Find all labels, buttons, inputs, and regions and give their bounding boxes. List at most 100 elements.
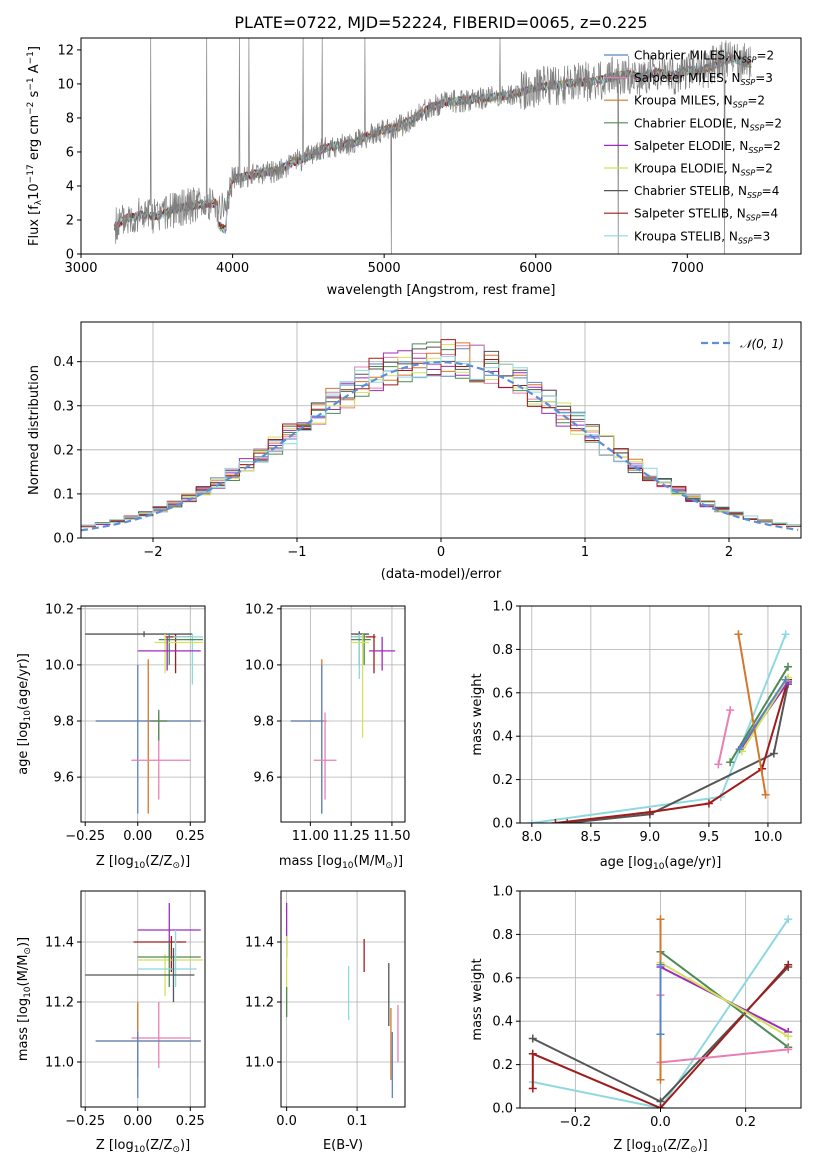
weight-marker (726, 758, 735, 767)
legend-suffix: =2 (747, 94, 765, 108)
legend-text: Kroupa STELIB, N (634, 229, 738, 243)
x-axis-label: wavelength [Angstrom, rest frame] (327, 283, 556, 298)
y-tick-label: 10 (57, 77, 74, 92)
y-tick-label: 11.4 (45, 936, 74, 951)
errorbars (285, 903, 399, 1098)
weight-marker (528, 1049, 537, 1058)
panel-spectrum: 3000 4000 5000 6000 7000 0 2 4 6 8 10 12 PLATE=0722,… (26, 13, 802, 298)
axes-frame (80, 605, 206, 823)
x-tick-label: 0.00 (123, 829, 152, 844)
axis-label-part: mass [log (16, 998, 31, 1061)
y-tick-label: 0.4 (492, 730, 513, 745)
y-tick-label: 11.2 (45, 996, 74, 1011)
weight-marker (784, 960, 793, 969)
y-tick-label: 8 (66, 111, 74, 126)
axis-label-part: Z [log (96, 1138, 134, 1153)
legend-entry: Kroupa ELODIE, NSSP=2 (634, 162, 773, 178)
legend-suffix: =3 (753, 229, 771, 243)
y-tick-label: 4 (66, 179, 74, 194)
weight-marker (528, 1084, 537, 1093)
axis-label-part: Z [log (96, 854, 134, 869)
y-tick-label: 1.0 (492, 885, 513, 900)
weight-marker (656, 1104, 665, 1108)
x-tick-label: 0.0 (276, 1114, 297, 1129)
y-tick-label: 2 (66, 213, 74, 228)
y-axis-label: Normed distribution (27, 365, 42, 495)
weight-marker (656, 915, 665, 924)
weight-lines (528, 915, 793, 1108)
weight-line-kroupa_stelib (531, 633, 787, 823)
axis-label-part: ⊙ (385, 861, 393, 871)
y-tick-label: 0.3 (53, 399, 74, 414)
y-tick-label: 0.0 (492, 817, 513, 832)
legend-suffix: =3 (755, 71, 773, 85)
x-tick-label: 0.25 (176, 1114, 205, 1129)
y-tick-label: 12 (57, 43, 74, 58)
weight-marker (781, 675, 790, 684)
weight-marker (656, 960, 665, 969)
legend-entry: Kroupa MILES, NSSP=2 (634, 94, 765, 110)
y-tick-label: 9.6 (253, 771, 274, 786)
y-axis-label-part: −1 (26, 51, 36, 64)
legend-text: Kroupa MILES, N (634, 94, 733, 108)
x-tick-label: 9.5 (699, 830, 720, 845)
x-tick-label: 8.0 (521, 830, 542, 845)
x-tick-label: 0.25 (176, 829, 205, 844)
panel-residuals: −2 −1 0 1 2 0.0 0.1 0.2 0.3 0.4 𝒩(0, 1) (data-model… (27, 321, 802, 582)
y-axis-label: mass weight (470, 958, 485, 1040)
axis-label-part: )] (16, 937, 31, 947)
weight-marker (735, 745, 744, 754)
panel-age-vs-mass: 11.00 11.25 11.50 9.6 9.8 10.0 10.2 mass [log10… (245, 602, 411, 871)
weight-line-chabrier_miles (738, 679, 787, 750)
x-tick-label: −1 (287, 545, 306, 560)
y-tick-label: 10.2 (45, 602, 74, 617)
weight-marker (656, 1075, 665, 1084)
y-tick-label: 9.8 (53, 715, 74, 730)
x-tick-label: −0.2 (560, 1115, 592, 1130)
weight-line-salpeter_miles (659, 995, 789, 1064)
weight-marker (784, 915, 793, 924)
x-tick-label: 6000 (519, 261, 552, 276)
y-tick-label: 9.6 (53, 771, 74, 786)
chart-title: PLATE=0722, MJD=52224, FIBERID=0065, z=0… (234, 13, 647, 32)
weight-marker (726, 706, 735, 715)
axis-label-part: 10 (653, 862, 665, 872)
y-axis-label-part: s (27, 90, 42, 101)
x-tick-label: 3000 (64, 261, 97, 276)
axis-label-part: 10 (134, 1145, 146, 1155)
legend-sub: SSP (741, 78, 756, 87)
axis-label-part: (M/M (16, 955, 31, 987)
x-tick-label: 1 (581, 545, 589, 560)
legend-suffix: =2 (755, 162, 773, 176)
y-tick-label: 11.4 (245, 936, 274, 951)
x-tick-label: 0 (437, 545, 445, 560)
legend-suffix: =2 (763, 139, 781, 153)
x-tick-label: 7000 (671, 261, 704, 276)
weight-marker (714, 760, 723, 769)
x-axis-label: E(B-V) (323, 1138, 363, 1153)
y-axis-label-part: λ (34, 199, 44, 205)
legend-entry: Chabrier STELIB, NSSP=4 (634, 184, 779, 200)
y-tick-label: 0.2 (492, 773, 513, 788)
axis-label-part: (Z/Z (145, 1138, 172, 1153)
panel-age-vs-z: −0.25 0.00 0.259.69.810.010.2Z [log10(Z/Z⊙… (16, 602, 206, 871)
y-tick-label: 0.0 (492, 1102, 513, 1117)
axis-label-part: )] (393, 854, 403, 869)
weight-line-salpeter_miles (717, 709, 732, 765)
weight-marker (704, 799, 713, 808)
axis-label-part: ⊙ (690, 1145, 698, 1155)
legend-suffix: =4 (762, 184, 780, 198)
weight-line-kroupa_elodie (741, 677, 789, 752)
legend-sub: SSP (733, 101, 748, 110)
axis-label-part: ⊙ (172, 1145, 180, 1155)
axis-label-part: (age/yr)] (16, 653, 31, 710)
x-tick-label: 5000 (368, 261, 401, 276)
x-tick-label: 0.2 (735, 1115, 756, 1130)
weight-marker (527, 819, 536, 823)
axis-label-part: (age/yr)] (664, 855, 721, 870)
legend-text: Kroupa ELODIE, N (634, 162, 741, 176)
axes-frame (80, 37, 802, 255)
y-axis-label-part: −2 (26, 102, 36, 115)
axis-label-part: mass [log (279, 854, 342, 869)
y-axis-label-part: A (27, 64, 42, 77)
